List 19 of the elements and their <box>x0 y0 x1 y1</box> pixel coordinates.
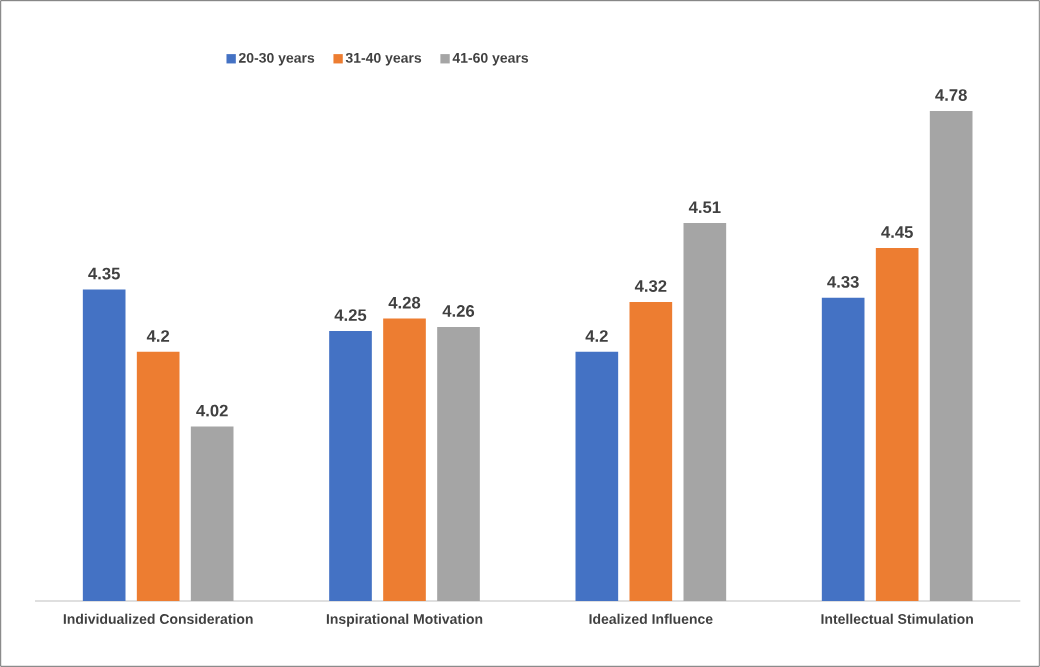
data-label: 4.25 <box>334 309 367 322</box>
x-tick-label: Intellectual Stimulation <box>821 613 973 624</box>
data-label: 4.45 <box>881 226 913 238</box>
x-tick-label: Inspirational Motivation <box>326 613 483 627</box>
legend-label: 20-30 years <box>238 52 315 66</box>
data-label: 4.32 <box>634 280 667 292</box>
data-label: 4.26 <box>442 305 475 317</box>
data-label: 4.51 <box>688 201 721 214</box>
legend-label: 41-60 years <box>452 52 529 66</box>
x-tick-label: Idealized Influence <box>589 613 713 624</box>
data-label: 4.2 <box>585 330 608 342</box>
data-label: 4.33 <box>827 275 859 288</box>
data-label: 4.02 <box>196 404 228 417</box>
data-label: 4.78 <box>935 89 967 101</box>
data-label: 4.2 <box>146 330 170 342</box>
legend-label: 31-40 years <box>345 52 422 66</box>
data-label: 4.35 <box>88 267 120 280</box>
x-tick-label: Individualized Consideration <box>63 613 253 624</box>
data-label: 4.28 <box>388 296 421 309</box>
